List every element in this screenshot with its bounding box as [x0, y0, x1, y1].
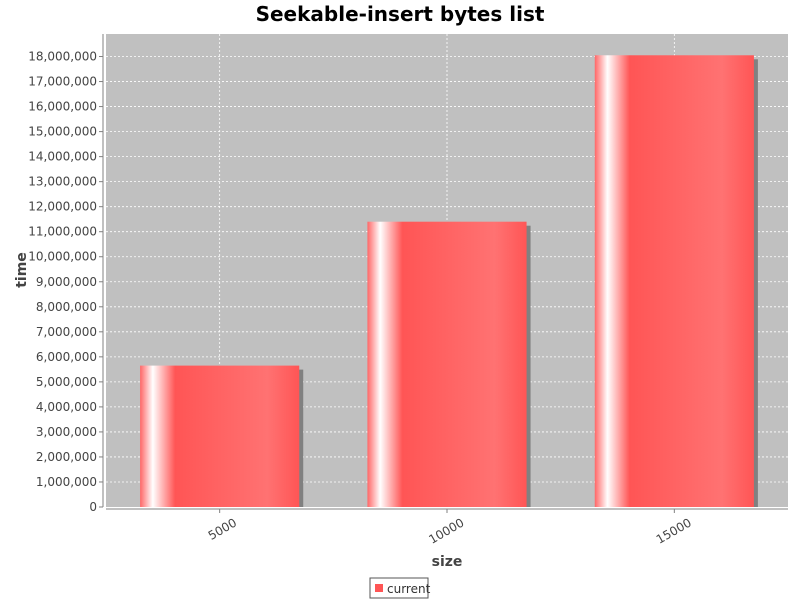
y-tick-label: 14,000,000 — [28, 150, 97, 164]
y-tick-label: 4,000,000 — [36, 400, 97, 414]
y-tick-label: 5,000,000 — [36, 375, 97, 389]
y-tick-label: 12,000,000 — [28, 200, 97, 214]
y-axis-label: time — [14, 252, 30, 288]
bars — [140, 55, 758, 507]
x-axis-label: size — [432, 554, 463, 570]
y-tick-label: 18,000,000 — [28, 50, 97, 64]
y-tick-label: 10,000,000 — [28, 250, 97, 264]
y-tick-label: 9,000,000 — [36, 275, 97, 289]
x-tick-label: 10000 — [426, 515, 466, 546]
y-tick-label: 6,000,000 — [36, 350, 97, 364]
x-tick-label: 5000 — [206, 515, 239, 542]
legend-label: current — [387, 582, 431, 596]
y-tick-label: 1,000,000 — [36, 475, 97, 489]
y-tick-label: 11,000,000 — [28, 225, 97, 239]
y-tick-label: 8,000,000 — [36, 300, 97, 314]
y-tick-label: 16,000,000 — [28, 100, 97, 114]
y-tick-label: 3,000,000 — [36, 425, 97, 439]
y-tick-label: 0 — [89, 500, 97, 514]
x-axis-ticks: 5000 10000 15000 — [206, 509, 694, 547]
y-tick-label: 17,000,000 — [28, 75, 97, 89]
bar-5000 — [140, 365, 300, 507]
legend-box — [369, 577, 429, 599]
x-tick-label: 15000 — [654, 515, 694, 546]
legend-swatch — [375, 584, 383, 592]
bar-10000 — [367, 221, 527, 507]
y-tick-label: 2,000,000 — [36, 450, 97, 464]
bar-15000 — [594, 55, 754, 507]
y-axis-ticks: 0 1,000,000 2,000,000 3,000,000 4,000,000 5,0… — [28, 50, 103, 514]
legend: current — [369, 577, 431, 599]
y-tick-label: 13,000,000 — [28, 175, 97, 189]
y-tick-label: 7,000,000 — [36, 325, 97, 339]
y-tick-label: 15,000,000 — [28, 125, 97, 139]
chart-title: Seekable-insert bytes list — [256, 2, 545, 26]
